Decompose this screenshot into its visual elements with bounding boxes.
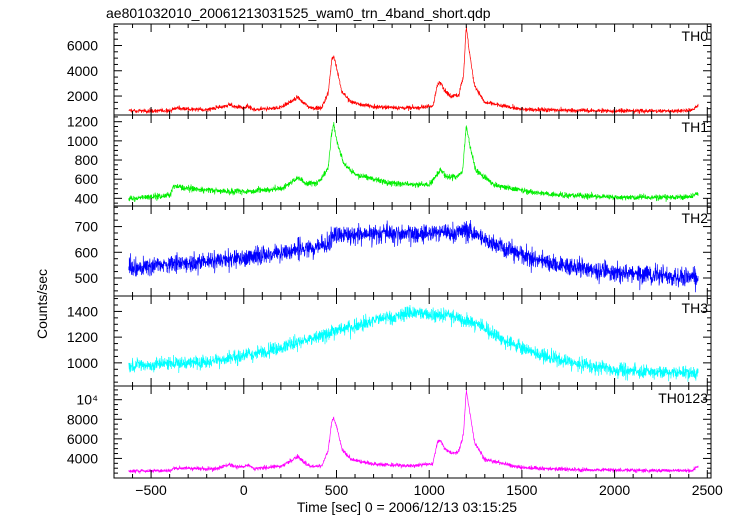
y-tick-label: 600 (75, 244, 99, 260)
panel-th1: TH1 400 600 800 1000 1200 (67, 114, 712, 207)
panel-th2: TH2 500 600 700 (75, 205, 712, 297)
y-tick-label: 400 (75, 190, 99, 206)
y-tick-label: 4000 (67, 450, 98, 466)
y-tick-label: 2000 (67, 88, 98, 104)
x-axis-ticks: −500 0 500 1000 1500 2000 2500 (135, 482, 723, 498)
panel-label: TH3 (682, 300, 709, 316)
y-tick-label: 1000 (67, 355, 98, 371)
panel-th3: TH3 1000 1200 1400 (67, 295, 712, 387)
panel-th0: TH0 2000 4000 6000 (67, 23, 712, 116)
y-tick-label: 1200 (67, 329, 98, 345)
light-curve-th0123 (128, 389, 699, 474)
y-tick-label: 500 (75, 270, 99, 286)
y-tick-label: 8000 (67, 411, 98, 427)
panel-stack: TH0 2000 4000 6000 TH1 400 600 800 1000 1200 TH2 50… (67, 23, 712, 479)
panel-frame (113, 385, 712, 479)
y-tick-label: 600 (75, 171, 99, 187)
y-tick-label: 800 (75, 152, 99, 168)
x-tick-label: 2500 (692, 482, 723, 498)
y-tick-label: 6000 (67, 431, 98, 447)
panel-frame (113, 23, 712, 116)
light-curve-th2 (128, 219, 699, 293)
y-axis-label: Counts/sec (34, 269, 50, 339)
light-curve-th3 (128, 305, 699, 382)
x-tick-label: 500 (325, 482, 349, 498)
y-tick-label: 6000 (67, 37, 98, 53)
y-tick-label: 1200 (67, 114, 98, 130)
x-tick-label: 1500 (506, 482, 537, 498)
y-tick-label: 10⁴ (76, 392, 98, 408)
panel-frame (113, 295, 712, 387)
x-tick-label: 0 (240, 482, 248, 498)
x-axis-label: Time [sec] 0 = 2006/12/13 03:15:25 (297, 499, 517, 515)
chart-title: ae801032010_20061213031525_wam0_trn_4ban… (106, 5, 491, 21)
panel-frame (113, 205, 712, 297)
y-tick-label: 700 (75, 219, 99, 235)
panel-label: TH2 (682, 210, 709, 226)
x-tick-label: 2000 (599, 482, 630, 498)
panel-label: TH0123 (658, 390, 708, 406)
x-tick-label: −500 (135, 482, 167, 498)
y-tick-label: 4000 (67, 63, 98, 79)
y-tick-label: 1000 (67, 133, 98, 149)
x-tick-label: 1000 (414, 482, 445, 498)
light-curve-th1 (128, 122, 699, 202)
panel-label: TH0 (682, 28, 709, 44)
panel-label: TH1 (682, 119, 709, 135)
light-curve-th0 (128, 26, 699, 115)
y-tick-label: 1400 (67, 303, 98, 319)
panel-th0123: TH0123 4000 6000 8000 10⁴ (67, 385, 712, 479)
